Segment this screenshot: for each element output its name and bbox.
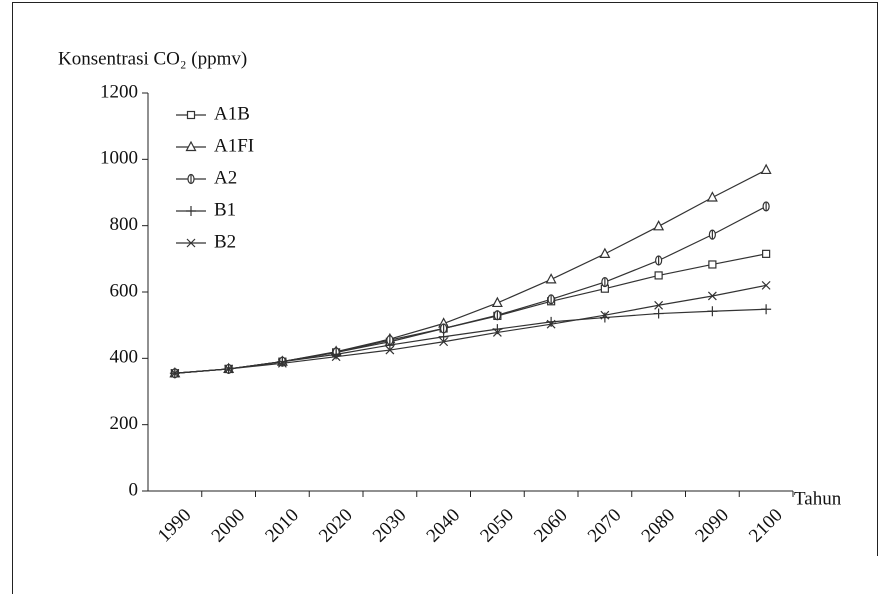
- y-axis-title: Konsentrasi CO₂ (ppmv): [58, 48, 247, 69]
- data-point: [761, 280, 771, 290]
- data-point: [654, 300, 664, 310]
- data-point: [600, 310, 610, 320]
- data-point: [655, 255, 663, 266]
- data-point: [492, 328, 502, 337]
- data-point: [707, 291, 717, 301]
- data-point: [761, 304, 772, 315]
- data-point: [546, 319, 556, 329]
- data-point: [384, 340, 395, 351]
- series-line: [174, 308, 767, 374]
- legend-label: A2: [214, 167, 237, 188]
- x-tick-label: 2070: [584, 505, 626, 547]
- x-tick-label: 2030: [369, 505, 411, 547]
- data-point: [277, 356, 288, 367]
- y-tick-label: 800: [110, 214, 139, 235]
- data-point: [440, 323, 448, 334]
- data-point: [277, 358, 287, 368]
- legend-marker: [186, 206, 196, 216]
- y-tick-label: 400: [110, 347, 139, 368]
- y-tick-label: 1200: [100, 81, 138, 102]
- data-point: [708, 229, 716, 240]
- legend-marker: [185, 140, 197, 152]
- x-tick-label: 2010: [261, 505, 303, 547]
- legend-label: B1: [214, 199, 236, 220]
- data-point: [331, 349, 342, 360]
- data-point: [493, 310, 501, 321]
- legend-label: B2: [214, 231, 236, 252]
- x-tick-label: 2040: [423, 505, 465, 547]
- y-tick-label: 0: [129, 479, 139, 500]
- x-tick-label: 1990: [154, 505, 196, 547]
- y-tick-label: 600: [110, 280, 139, 301]
- data-point: [491, 296, 503, 308]
- data-point: [762, 201, 770, 212]
- data-point: [331, 352, 341, 362]
- frame: [12, 2, 878, 594]
- legend-label: A1FI: [214, 135, 254, 156]
- legend-marker: [186, 238, 196, 248]
- data-point: [707, 306, 718, 317]
- x-tick-label: 2050: [476, 505, 518, 547]
- x-tick-label: 2000: [208, 505, 250, 547]
- legend-marker: [186, 110, 196, 120]
- data-point: [547, 294, 555, 305]
- x-tick-label: 2100: [745, 505, 787, 547]
- data-point: [653, 308, 664, 319]
- legend-label: A1B: [214, 103, 250, 124]
- data-point: [601, 276, 609, 288]
- data-point: [224, 364, 234, 374]
- x-tick-label: 2090: [691, 505, 733, 547]
- data-point: [546, 316, 557, 327]
- series-line: [174, 284, 767, 374]
- data-point: [708, 260, 717, 269]
- data-point: [599, 312, 610, 323]
- legend-marker: [187, 173, 195, 185]
- data-point: [545, 273, 557, 284]
- y-tick-label: 1000: [100, 148, 138, 169]
- x-tick-label: 2060: [530, 505, 572, 547]
- x-tick-label: 2020: [315, 505, 357, 547]
- data-point: [170, 368, 180, 378]
- series-line: [174, 205, 767, 374]
- data-point: [762, 249, 771, 258]
- data-point: [706, 191, 718, 202]
- data-point: [439, 337, 449, 347]
- x-tick-label: 2080: [638, 505, 680, 547]
- y-tick-label: 200: [110, 413, 139, 434]
- data-point: [653, 220, 665, 231]
- data-point: [438, 331, 449, 342]
- data-point: [599, 247, 611, 258]
- data-point: [654, 271, 663, 280]
- x-axis-title: Tahun: [794, 488, 842, 509]
- data-point: [760, 163, 772, 175]
- data-point: [385, 345, 395, 355]
